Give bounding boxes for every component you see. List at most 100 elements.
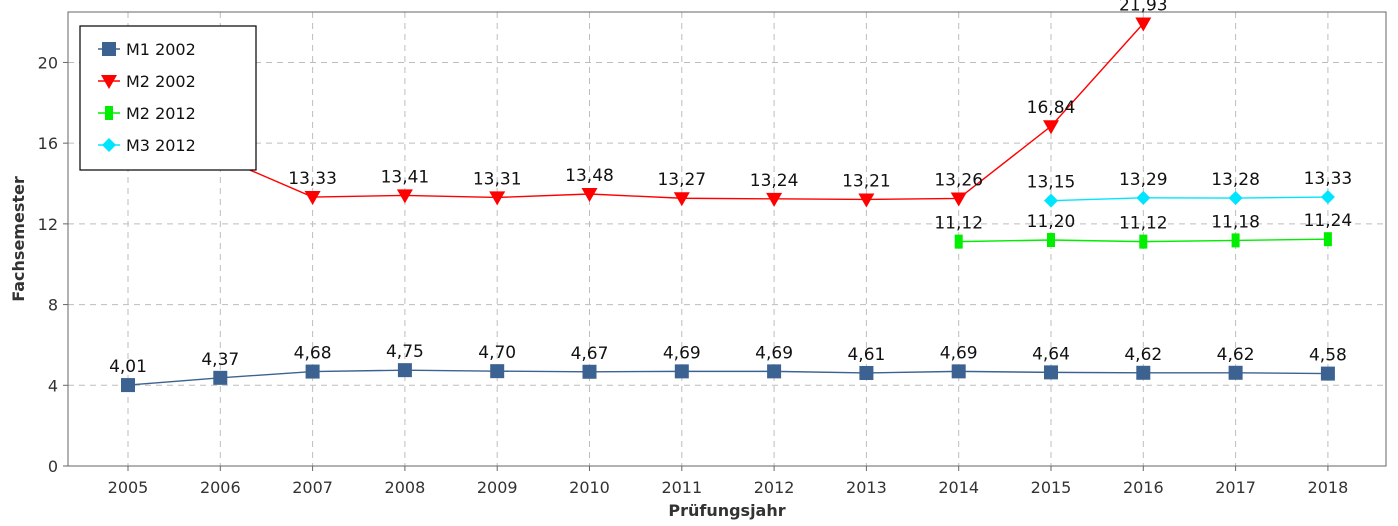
data-label: 13,28 <box>1211 170 1260 190</box>
data-point <box>1135 17 1152 32</box>
data-point <box>304 191 321 206</box>
data-point <box>1320 190 1335 205</box>
data-point <box>766 192 783 207</box>
data-label: 11,20 <box>1027 212 1076 232</box>
legend: M1 2002 M2 2002 M2 2012 M3 2012 <box>79 25 257 171</box>
data-label: 13,41 <box>381 167 430 187</box>
legend-item: M2 2002 <box>98 72 196 91</box>
y-tick-label: 16 <box>38 134 58 153</box>
legend-label: M1 2002 <box>126 40 196 59</box>
data-point <box>305 364 320 379</box>
legend-label: M2 2012 <box>126 104 196 123</box>
x-tick-label: 2009 <box>477 478 518 497</box>
data-point <box>582 364 597 379</box>
x-tick-label: 2011 <box>661 478 702 497</box>
data-label: 11,12 <box>934 214 983 234</box>
data-point <box>1320 366 1335 381</box>
data-label: 4,68 <box>294 344 332 364</box>
x-tick-label: 2018 <box>1308 478 1349 497</box>
data-point <box>581 188 598 203</box>
data-point <box>1136 190 1151 205</box>
data-label: 4,75 <box>386 342 424 362</box>
data-label: 13,48 <box>565 166 614 186</box>
data-label: 13,24 <box>750 171 799 191</box>
x-tick-label: 2016 <box>1123 478 1164 497</box>
data-point <box>950 192 967 207</box>
data-label: 4,37 <box>201 350 239 370</box>
data-point <box>1139 234 1148 249</box>
data-point <box>674 364 689 379</box>
data-label: 13,31 <box>473 169 522 189</box>
y-axis-title: Fachsemester <box>9 176 28 302</box>
data-labels: 4,01 4,37 4,68 4,75 4,70 4,67 4,69 4,69 4,61 4,69… <box>109 0 1352 377</box>
data-point <box>1228 365 1243 380</box>
grid <box>68 12 1386 466</box>
data-point <box>1136 365 1151 380</box>
x-tick-label: 2015 <box>1031 478 1072 497</box>
x-tick-label: 2006 <box>200 478 241 497</box>
x-tick-label: 2013 <box>846 478 887 497</box>
data-label: 13,21 <box>842 171 891 191</box>
data-label: 13,15 <box>1027 173 1076 193</box>
data-point <box>1047 233 1055 248</box>
data-label: 13,33 <box>1304 169 1353 189</box>
series-line <box>127 369 1328 386</box>
x-axis-title: Prüfungsjahr <box>668 501 785 520</box>
data-label: 13,26 <box>934 170 983 190</box>
data-point <box>213 370 228 385</box>
data-point <box>490 364 505 379</box>
data-label: 21,93 <box>1119 0 1168 16</box>
data-label: 4,62 <box>1217 345 1255 365</box>
data-point <box>954 234 963 249</box>
data-point <box>1323 232 1332 247</box>
data-label: 11,18 <box>1211 212 1260 232</box>
data-point <box>767 364 782 379</box>
series-m1-2002 <box>121 363 1335 393</box>
data-point <box>951 364 966 379</box>
data-label: 16,84 <box>1027 98 1076 118</box>
data-point <box>673 192 690 207</box>
data-label: 4,69 <box>663 343 701 363</box>
y-tick-label: 4 <box>48 376 58 395</box>
data-label: 4,70 <box>478 343 516 363</box>
data-point <box>1231 233 1240 248</box>
x-tick-label: 2014 <box>938 478 979 497</box>
data-label: 4,69 <box>755 343 793 363</box>
x-tick-label: 2007 <box>292 478 333 497</box>
data-label: 4,67 <box>571 344 609 364</box>
legend-marker <box>101 75 117 89</box>
data-point <box>1043 120 1059 135</box>
x-tick-label: 2012 <box>754 478 795 497</box>
legend-item: M2 2012 <box>98 104 196 123</box>
axes: 0 4 8 12 16 20 2005 2006 2007 2008 2009 2010 2011 201… <box>38 53 1349 497</box>
data-label: 13,33 <box>288 169 337 189</box>
data-point <box>489 191 506 206</box>
legend-item: M1 2002 <box>98 40 196 59</box>
y-tick-label: 20 <box>38 53 58 72</box>
data-label: 4,62 <box>1124 345 1162 365</box>
series-group <box>121 17 1335 393</box>
legend-marker <box>105 106 113 120</box>
data-point <box>121 378 135 393</box>
legend-label: M3 2012 <box>126 136 196 155</box>
y-tick-label: 12 <box>38 215 58 234</box>
y-tick-label: 0 <box>48 457 58 476</box>
legend-marker <box>102 138 116 152</box>
data-point <box>859 365 874 380</box>
data-point <box>396 189 413 204</box>
data-label: 4,69 <box>940 343 978 363</box>
data-label: 4,64 <box>1032 344 1070 364</box>
x-tick-label: 2008 <box>385 478 426 497</box>
data-point <box>1044 193 1058 208</box>
data-point <box>858 193 875 208</box>
x-tick-label: 2017 <box>1215 478 1256 497</box>
data-label: 13,29 <box>1119 170 1168 190</box>
data-label: 4,01 <box>109 357 147 377</box>
data-point <box>397 363 412 378</box>
series-m2-2012 <box>954 232 1332 249</box>
series-line <box>1050 196 1328 202</box>
series-m3-2012 <box>1044 190 1335 208</box>
data-label: 13,27 <box>657 170 706 190</box>
